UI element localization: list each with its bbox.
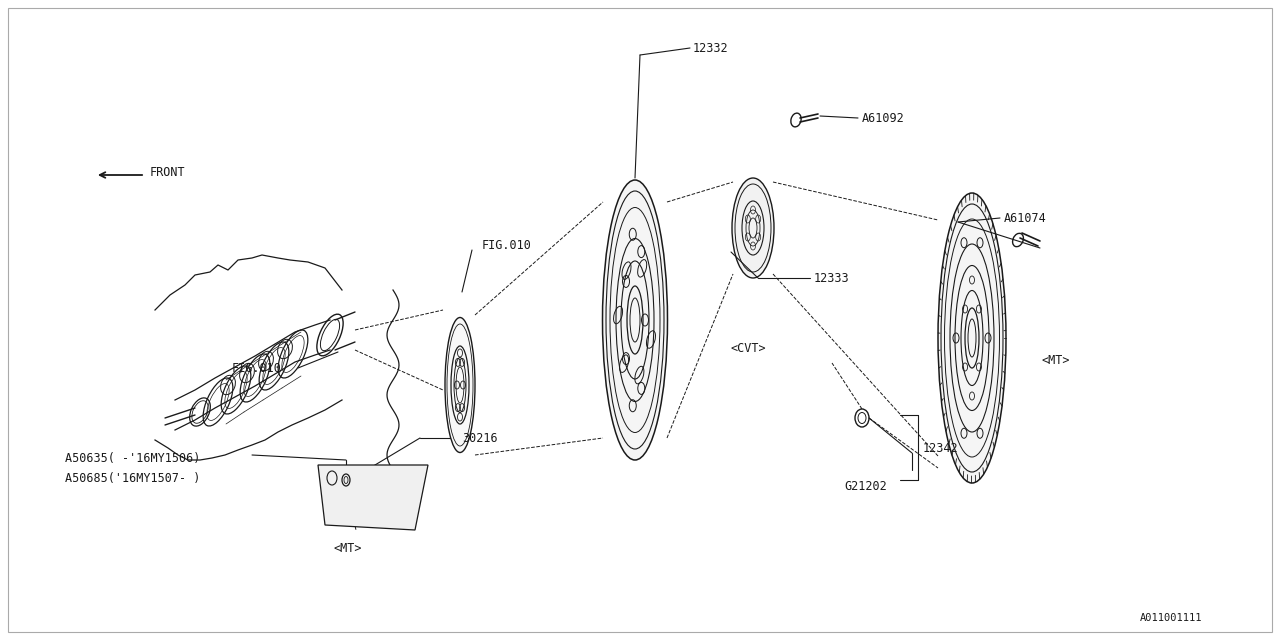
Text: 12333: 12333: [814, 271, 850, 285]
Ellipse shape: [603, 180, 667, 460]
Text: 12342: 12342: [923, 442, 959, 454]
Polygon shape: [317, 465, 428, 530]
Text: A50635( -'16MY1506): A50635( -'16MY1506): [65, 451, 201, 465]
Ellipse shape: [938, 193, 1006, 483]
Ellipse shape: [445, 317, 475, 452]
Text: A50685('16MY1507- ): A50685('16MY1507- ): [65, 472, 201, 484]
Text: FIG.010: FIG.010: [232, 362, 282, 374]
Text: A61074: A61074: [1004, 211, 1047, 225]
Text: A011001111: A011001111: [1140, 613, 1202, 623]
Text: FIG.010: FIG.010: [483, 239, 532, 252]
Text: FRONT: FRONT: [150, 166, 186, 179]
Text: <CVT>: <CVT>: [730, 342, 765, 355]
Text: 30216: 30216: [462, 431, 498, 445]
Text: A61092: A61092: [861, 111, 905, 125]
Text: G21202: G21202: [844, 479, 887, 493]
Text: <MT>: <MT>: [1042, 353, 1070, 367]
Text: 12332: 12332: [692, 42, 728, 54]
Ellipse shape: [732, 178, 774, 278]
Text: <MT>: <MT>: [334, 541, 362, 554]
